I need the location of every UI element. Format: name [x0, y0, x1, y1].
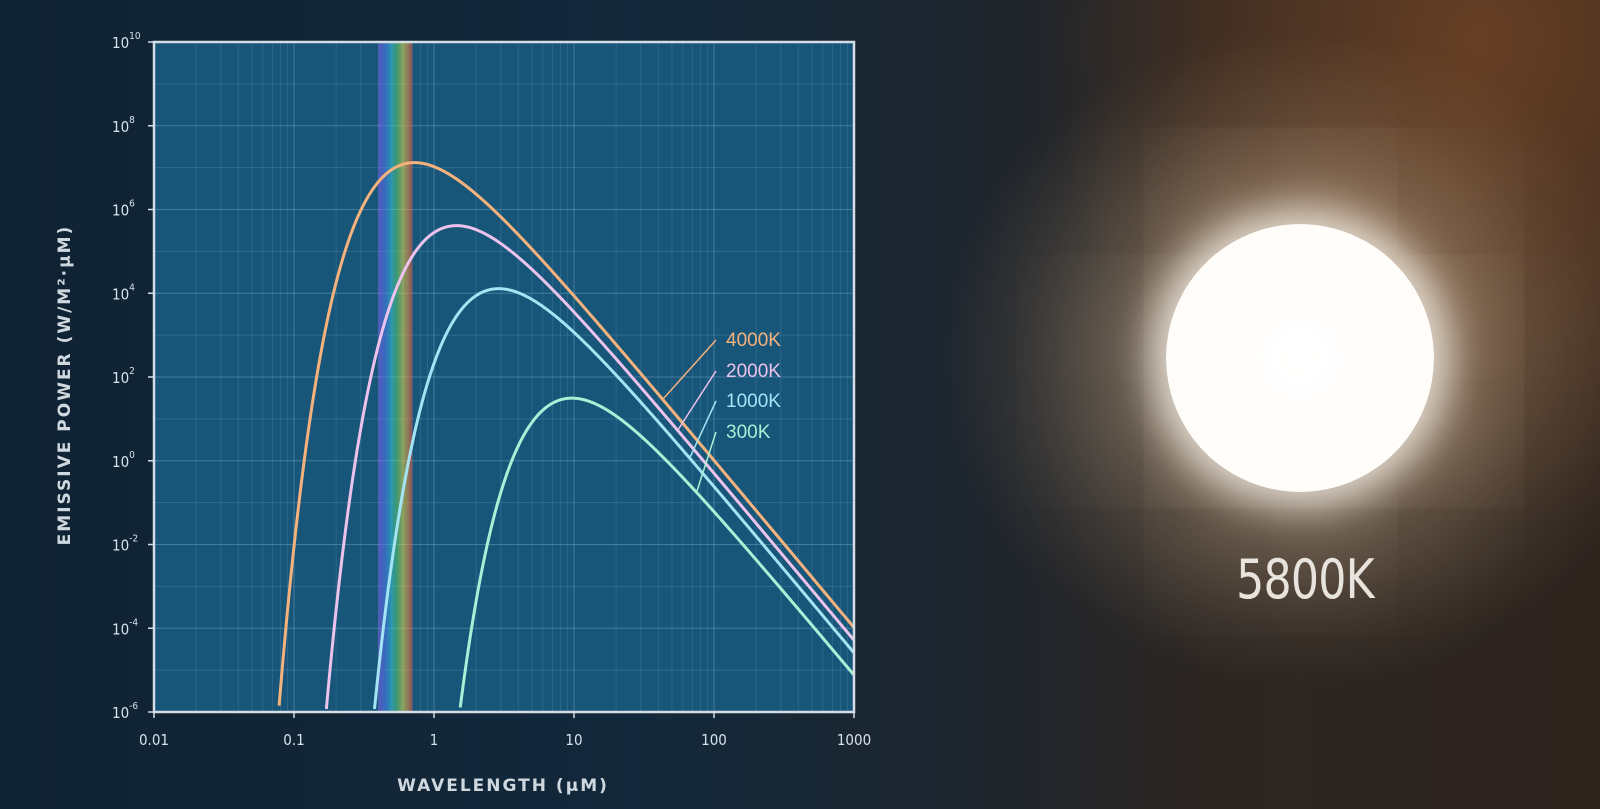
y-tick-label: 10-6 — [112, 701, 138, 722]
series-leader-1000k — [688, 400, 717, 459]
series-lines — [277, 161, 856, 710]
y-tick-label: 1010 — [112, 31, 141, 52]
series-label-4000k: 4000K — [726, 330, 781, 351]
x-tick-label: 1000 — [837, 731, 871, 749]
x-axis-title: WAVELENGTH (μM) — [397, 776, 609, 796]
x-tick-label: 0.1 — [283, 731, 304, 749]
series-labels: 4000K 2000K 1000K 300K — [662, 330, 781, 493]
series-label-300k: 300K — [726, 422, 771, 443]
y-tick-label: 104 — [112, 282, 135, 303]
y-tick-label: 102 — [112, 366, 135, 387]
series-leader-2000k — [677, 370, 717, 431]
y-tick-label: 106 — [112, 199, 135, 220]
y-axis-ticks: 10-6 10-4 10-2 100 102 104 106 108 1010 — [112, 31, 154, 722]
y-tick-label: 100 — [112, 450, 135, 471]
x-tick-label: 0.01 — [139, 731, 169, 749]
star-glow-icon — [1166, 224, 1434, 492]
series-line-300k — [458, 396, 856, 708]
y-tick-label: 10-4 — [112, 617, 138, 638]
series-line-1000k — [373, 287, 856, 710]
y-tick-label: 10-2 — [112, 534, 138, 555]
y-axis-title: EMISSIVE POWER (W/M²·μM) — [55, 225, 75, 546]
series-label-1000k: 1000K — [726, 391, 781, 412]
series-line-4000k — [277, 161, 856, 706]
star-temperature-label: 5800K — [1236, 548, 1374, 611]
y-tick-label: 108 — [112, 115, 135, 136]
series-line-2000k — [324, 224, 856, 710]
x-tick-label: 100 — [701, 731, 727, 749]
series-label-2000k: 2000K — [726, 361, 781, 382]
x-axis-ticks: 0.01 0.1 1 10 100 1000 — [139, 712, 871, 749]
visible-spectrum-band — [378, 42, 413, 712]
x-tick-label: 10 — [565, 731, 582, 749]
series-leader-300k — [695, 431, 717, 493]
series-leader-4000k — [662, 339, 717, 400]
x-tick-label: 1 — [430, 731, 439, 749]
